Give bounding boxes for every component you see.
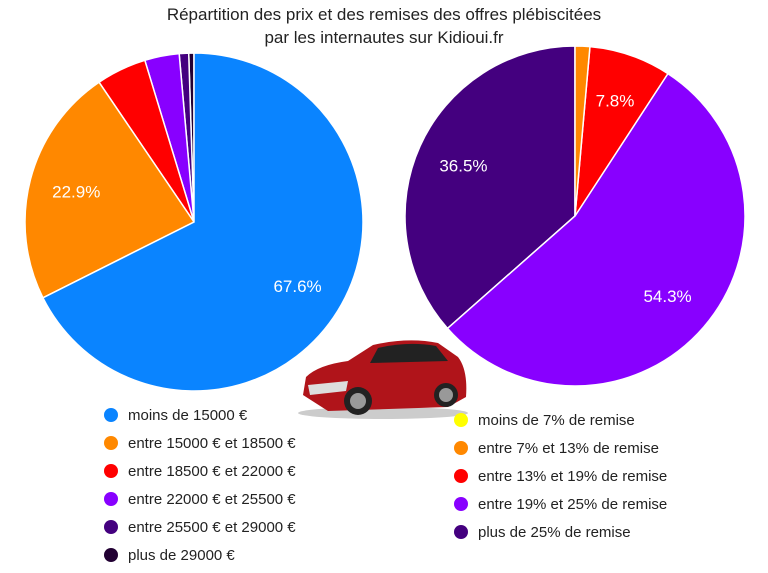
legend-item: plus de 25% de remise xyxy=(454,518,667,546)
legend-marker xyxy=(454,469,468,483)
legend-prices: moins de 15000 € entre 15000 € et 18500 €… xyxy=(104,401,296,569)
legend-marker xyxy=(104,464,118,478)
legend-label: plus de 29000 € xyxy=(128,546,235,564)
legend-marker xyxy=(104,436,118,450)
legend-marker xyxy=(104,548,118,562)
legend-marker xyxy=(454,413,468,427)
pie-slice xyxy=(404,45,576,330)
legend-item: entre 25500 € et 29000 € xyxy=(104,513,296,541)
slice-label: 36.5% xyxy=(439,157,487,176)
legend-item: moins de 15000 € xyxy=(104,401,296,429)
pie-slice xyxy=(574,45,591,217)
legend-label: entre 15000 € et 18500 € xyxy=(128,434,296,452)
legend-label: entre 13% et 19% de remise xyxy=(478,467,668,485)
legend-label: entre 22000 € et 25500 € xyxy=(128,490,296,508)
chart-title-line2: par les internautes sur Kidioui.fr xyxy=(264,28,504,47)
legend-marker xyxy=(104,492,118,506)
legend-marker xyxy=(454,497,468,511)
legend-label: entre 7% et 13% de remise xyxy=(478,439,659,457)
legend-marker xyxy=(454,441,468,455)
slice-label: 7.8% xyxy=(596,91,635,110)
legend-item: entre 19% et 25% de remise xyxy=(454,490,667,518)
car-image xyxy=(298,340,468,419)
chart-title-line1: Répartition des prix et des remises des … xyxy=(166,5,602,24)
legend-label: plus de 25% de remise xyxy=(478,523,631,541)
legend-label: entre 19% et 25% de remise xyxy=(478,495,668,513)
legend-label: entre 18500 € et 22000 € xyxy=(128,462,296,480)
legend-label: moins de 15000 € xyxy=(128,406,248,424)
pie-slice xyxy=(41,52,364,392)
pie-slice xyxy=(24,81,196,299)
slice-label: 54.3% xyxy=(643,287,691,306)
legend-item: entre 13% et 19% de remise xyxy=(454,462,667,490)
slice-label: 22.9% xyxy=(52,182,100,201)
slice-label: 67.6% xyxy=(273,277,321,296)
legend-marker xyxy=(104,520,118,534)
legend-item: entre 22000 € et 25500 € xyxy=(104,485,296,513)
legend-item: plus de 29000 € xyxy=(104,541,296,569)
legend-marker xyxy=(104,408,118,422)
legend-discounts: moins de 7% de remise entre 7% et 13% de … xyxy=(454,406,667,546)
legend-item: entre 18500 € et 22000 € xyxy=(104,457,296,485)
legend-item: entre 15000 € et 18500 € xyxy=(104,429,296,457)
legend-label: moins de 7% de remise xyxy=(478,411,635,429)
legend-item: entre 7% et 13% de remise xyxy=(454,434,667,462)
pie-slice xyxy=(446,72,746,387)
legend-marker xyxy=(454,525,468,539)
legend-label: entre 25500 € et 29000 € xyxy=(128,518,296,536)
legend-item: moins de 7% de remise xyxy=(454,406,667,434)
